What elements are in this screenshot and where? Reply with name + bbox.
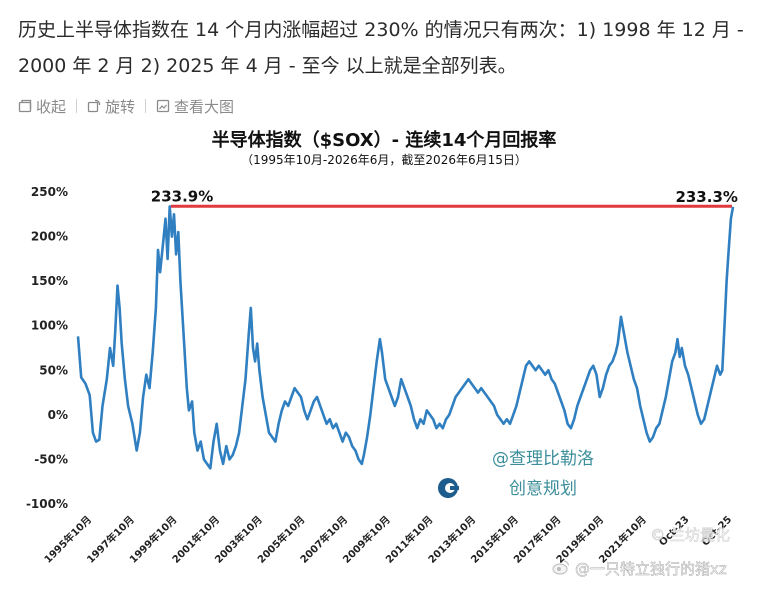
logo-icon — [438, 478, 459, 498]
rotate-button[interactable]: 旋转 — [87, 96, 135, 117]
sox-return-chart: 半导体指数（$SOX）- 连续14个月回报率 （1995年10月-2026年6月… — [26, 129, 738, 566]
view-large-label: 查看大图 — [174, 97, 235, 116]
y-tick-label: 250% — [31, 185, 68, 199]
collapse-button[interactable]: 收起 — [18, 96, 66, 117]
watermark-brand: 创意规划 — [509, 479, 577, 499]
footer-credit: @一只特立独行的猪xz — [552, 558, 727, 579]
footer-credit-text: @一只特立独行的猪xz — [575, 560, 727, 579]
rotate-icon — [87, 99, 101, 113]
chart-image[interactable]: 半导体指数（$SOX）- 连续14个月回报率 （1995年10月-2026年6月… — [18, 122, 758, 584]
watermark-mention: @查理比勒洛 — [492, 449, 594, 469]
chart-subtitle: （1995年10月-2026年6月，截至2026年6月15日） — [241, 153, 527, 167]
y-tick-label: -100% — [26, 497, 68, 511]
view-large-button[interactable]: 查看大图 — [156, 96, 234, 117]
y-tick-label: 50% — [39, 363, 68, 377]
toolbar-divider — [145, 99, 147, 113]
image-view-icon — [156, 99, 170, 113]
y-tick-label: 150% — [31, 274, 68, 288]
weibo-icon — [552, 559, 570, 579]
y-tick-label: 100% — [31, 319, 68, 333]
series-line — [76, 205, 735, 470]
chart-title: 半导体指数（$SOX）- 连续14个月回报率 — [212, 129, 557, 151]
post-text: 历史上半导体指数在 14 个月内涨幅超过 230% 的情况只有两次：1) 199… — [18, 19, 744, 77]
collapse-icon — [18, 99, 32, 113]
image-toolbar: 收起 旋转 查看大图 — [18, 94, 234, 118]
y-tick-label: 200% — [31, 230, 68, 244]
collapse-label: 收起 — [36, 97, 67, 116]
y-tick-label: -50% — [34, 452, 68, 466]
y-tick-label: 0% — [48, 408, 68, 422]
peak-annotation: 233.3% — [675, 188, 737, 206]
peak-annotation: 233.9% — [151, 187, 213, 205]
toolbar-divider — [76, 99, 78, 113]
rotate-label: 旋转 — [105, 97, 136, 116]
watermark-overlay: © 兰坊量化 — [650, 526, 730, 544]
